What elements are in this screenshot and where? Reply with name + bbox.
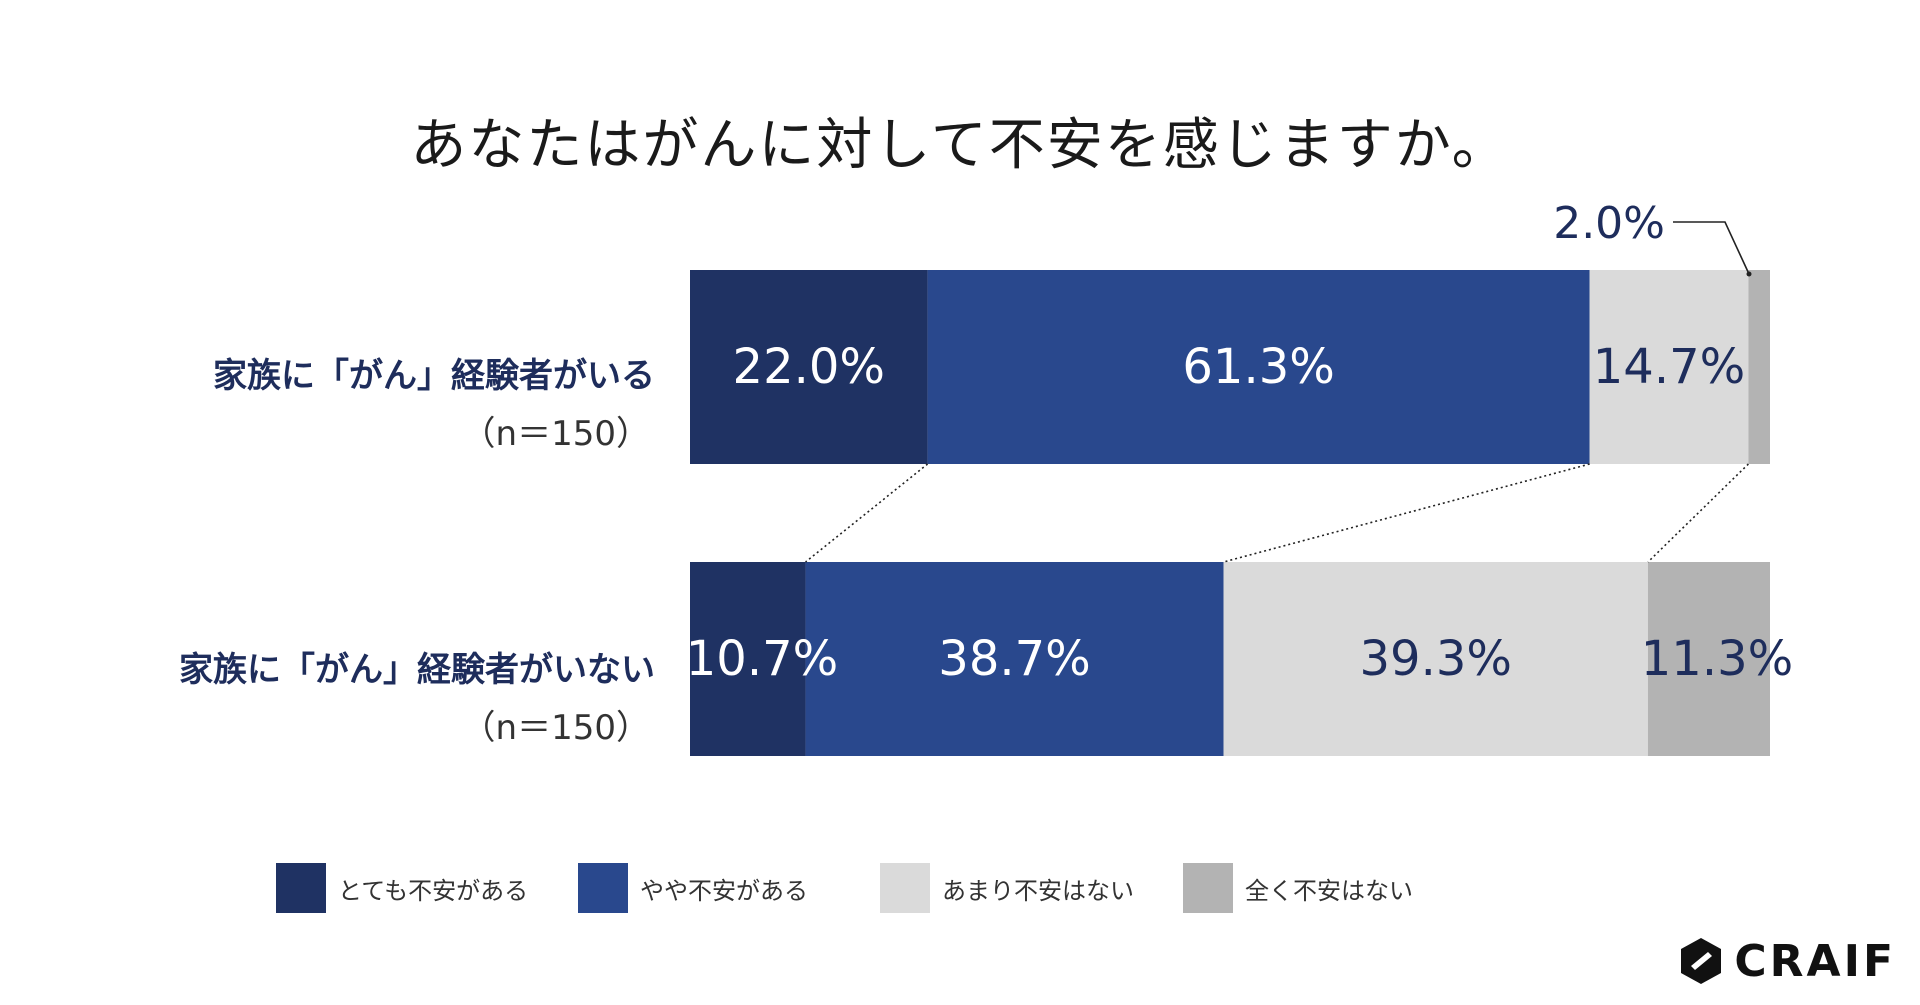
brand-name: CRAIF — [1734, 935, 1896, 987]
data-label-with-history-not-anxious: 2.0% — [1553, 198, 1665, 249]
legend-item-somewhat-anxious: やや不安がある — [578, 862, 808, 914]
leader-dot-not-anxious — [1746, 271, 1752, 277]
connector-line-3 — [1647, 463, 1749, 563]
bar-without-history-not-very-anxious — [1223, 562, 1648, 756]
row-label-with-history: 家族に「がん」経験者がいる — [213, 356, 655, 396]
legend-item-not-very-anxious: あまり不安はない — [880, 862, 1134, 914]
legend-item-very-anxious: とても不安がある — [276, 862, 528, 914]
bar-with-history-not-very-anxious — [1589, 270, 1749, 464]
row-n-without-history: （n＝150） — [461, 708, 650, 748]
row-label-without-history: 家族に「がん」経験者がいない — [179, 650, 655, 690]
bar-without-history-not-anxious — [1647, 562, 1770, 756]
legend-label-not-anxious: 全く不安はない — [1245, 876, 1413, 905]
leader-line-not-anxious — [1673, 221, 1750, 275]
legend-swatch-not-very-anxious — [880, 863, 930, 913]
data-label-with-history-very-anxious: 22.0% — [733, 339, 885, 395]
legend-swatch-very-anxious — [276, 863, 326, 913]
row-n-with-history: （n＝150） — [461, 414, 650, 454]
brand-logo: CRAIF — [1678, 935, 1896, 987]
bar-without-history-somewhat-anxious — [805, 562, 1224, 756]
legend-swatch-somewhat-anxious — [578, 863, 628, 913]
legend-item-not-anxious: 全く不安はない — [1183, 862, 1413, 914]
data-label-without-history-not-anxious: 11.3% — [1641, 631, 1793, 687]
data-label-without-history-somewhat-anxious: 38.7% — [938, 631, 1090, 687]
legend-label-not-very-anxious: あまり不安はない — [942, 876, 1134, 905]
connector-line-2 — [1223, 463, 1590, 563]
bar-without-history-very-anxious — [690, 562, 806, 756]
data-label-with-history-somewhat-anxious: 61.3% — [1182, 339, 1334, 395]
data-label-without-history-very-anxious: 10.7% — [686, 631, 838, 687]
legend-label-very-anxious: とても不安がある — [338, 876, 529, 905]
data-label-without-history-not-very-anxious: 39.3% — [1359, 631, 1511, 687]
legend-label-somewhat-anxious: やや不安がある — [640, 876, 808, 905]
connector-line-1 — [805, 463, 929, 563]
legend-swatch-not-anxious — [1183, 863, 1233, 913]
chart-title: あなたはがんに対して不安を感じますか。 — [410, 113, 1510, 178]
data-label-with-history-not-very-anxious: 14.7% — [1593, 339, 1745, 395]
bar-with-history-very-anxious — [690, 270, 928, 464]
bar-with-history-not-anxious — [1748, 270, 1770, 464]
craif-logo-icon — [1681, 938, 1722, 984]
bar-with-history-somewhat-anxious — [927, 270, 1590, 464]
